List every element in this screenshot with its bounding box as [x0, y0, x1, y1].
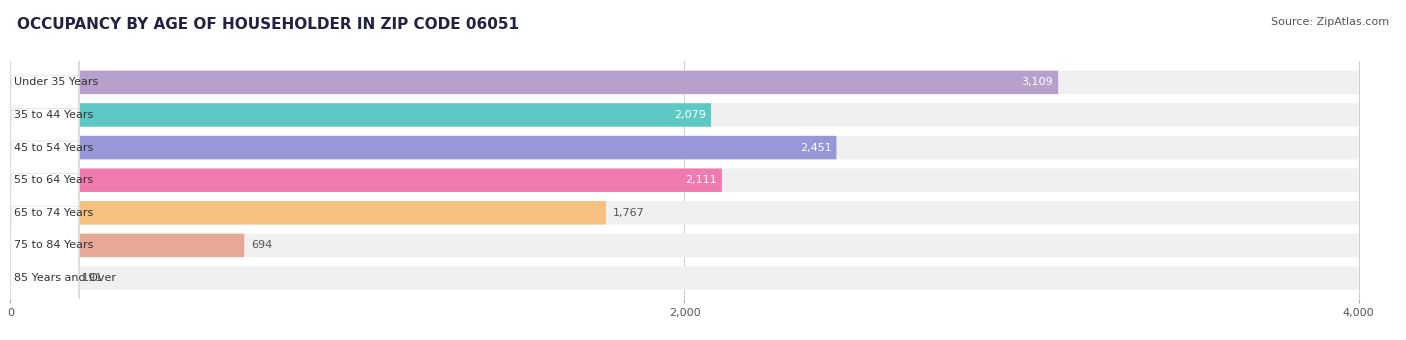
Text: 2,111: 2,111	[685, 175, 717, 185]
FancyBboxPatch shape	[10, 103, 1358, 127]
FancyBboxPatch shape	[10, 141, 79, 285]
Text: 2,451: 2,451	[800, 142, 831, 153]
FancyBboxPatch shape	[10, 71, 1358, 94]
Text: 75 to 84 Years: 75 to 84 Years	[14, 240, 93, 250]
FancyBboxPatch shape	[10, 136, 837, 159]
FancyBboxPatch shape	[10, 108, 79, 252]
Text: 2,079: 2,079	[673, 110, 706, 120]
FancyBboxPatch shape	[10, 266, 1358, 290]
Text: 45 to 54 Years: 45 to 54 Years	[14, 142, 93, 153]
FancyBboxPatch shape	[10, 201, 1358, 224]
Text: 35 to 44 Years: 35 to 44 Years	[14, 110, 93, 120]
Text: Source: ZipAtlas.com: Source: ZipAtlas.com	[1271, 17, 1389, 27]
FancyBboxPatch shape	[10, 201, 606, 224]
FancyBboxPatch shape	[10, 103, 711, 127]
Text: 1,767: 1,767	[613, 208, 644, 218]
Text: 3,109: 3,109	[1022, 78, 1053, 87]
Text: 85 Years and Over: 85 Years and Over	[14, 273, 115, 283]
Text: 65 to 74 Years: 65 to 74 Years	[14, 208, 93, 218]
FancyBboxPatch shape	[10, 206, 79, 340]
Text: Under 35 Years: Under 35 Years	[14, 78, 98, 87]
Text: 191: 191	[82, 273, 103, 283]
FancyBboxPatch shape	[10, 234, 245, 257]
FancyBboxPatch shape	[10, 168, 721, 192]
FancyBboxPatch shape	[10, 174, 79, 317]
Text: 55 to 64 Years: 55 to 64 Years	[14, 175, 93, 185]
FancyBboxPatch shape	[10, 76, 79, 219]
FancyBboxPatch shape	[10, 168, 1358, 192]
FancyBboxPatch shape	[10, 266, 75, 290]
FancyBboxPatch shape	[10, 71, 1059, 94]
Text: 694: 694	[252, 240, 273, 250]
FancyBboxPatch shape	[10, 43, 79, 187]
FancyBboxPatch shape	[10, 11, 79, 154]
FancyBboxPatch shape	[10, 136, 1358, 159]
FancyBboxPatch shape	[10, 234, 1358, 257]
Text: OCCUPANCY BY AGE OF HOUSEHOLDER IN ZIP CODE 06051: OCCUPANCY BY AGE OF HOUSEHOLDER IN ZIP C…	[17, 17, 519, 32]
